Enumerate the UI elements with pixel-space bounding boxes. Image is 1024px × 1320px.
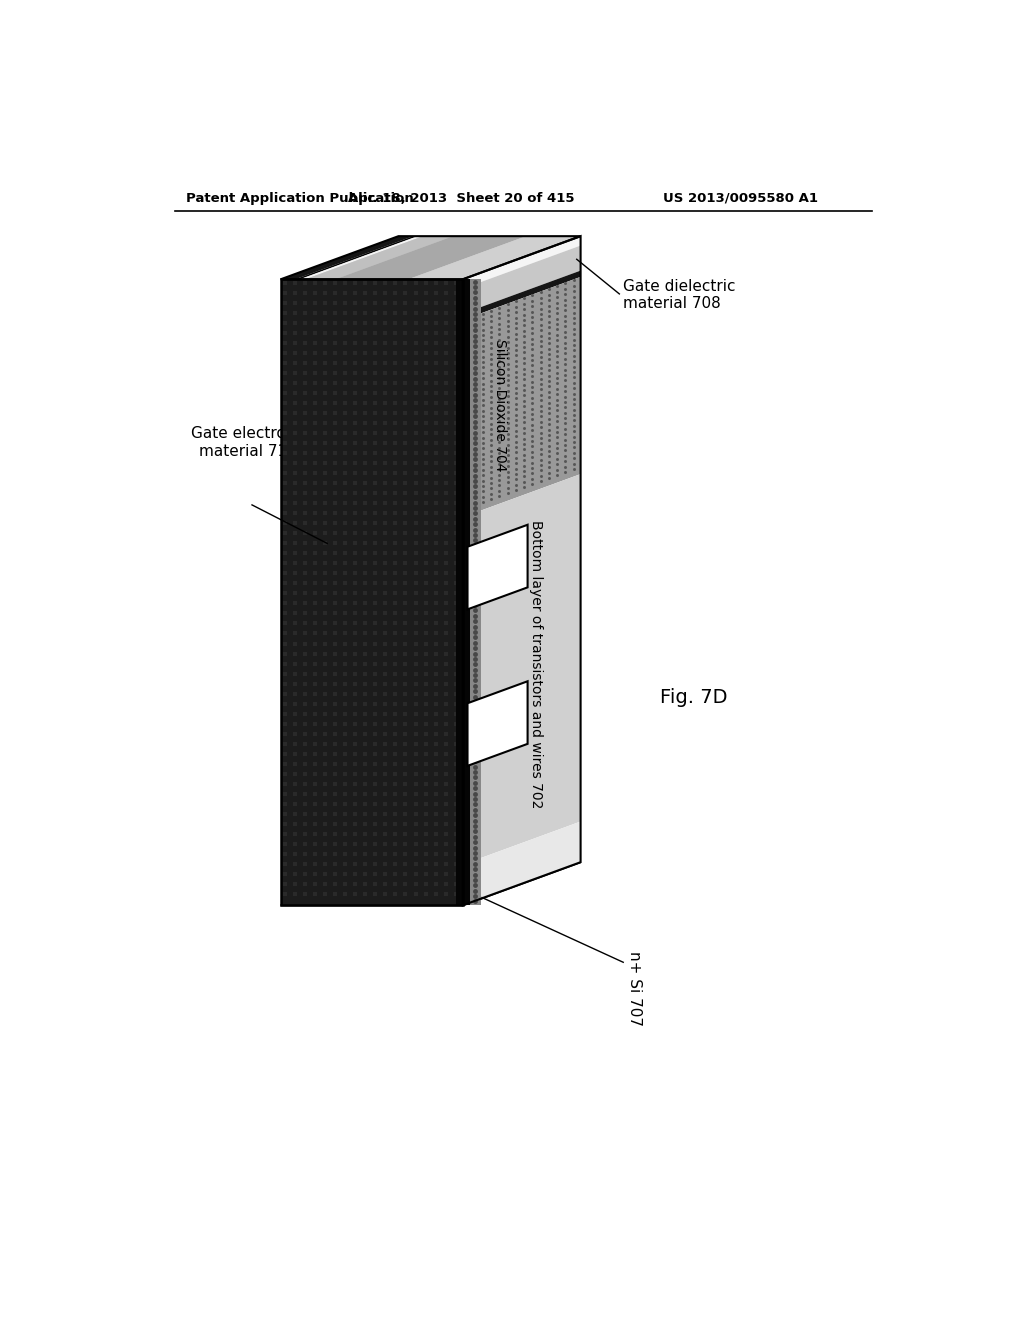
Polygon shape (463, 246, 581, 314)
Polygon shape (335, 236, 526, 280)
Polygon shape (409, 236, 581, 280)
Polygon shape (281, 236, 581, 280)
Polygon shape (463, 271, 581, 319)
Polygon shape (468, 525, 527, 610)
Polygon shape (463, 474, 581, 865)
Polygon shape (295, 236, 418, 280)
Polygon shape (281, 862, 581, 906)
Bar (470, 280, 480, 906)
Polygon shape (300, 236, 423, 280)
Text: n+ Si 707: n+ Si 707 (627, 950, 642, 1026)
Polygon shape (281, 280, 463, 906)
Text: Fig. 7D: Fig. 7D (660, 688, 727, 708)
Polygon shape (305, 236, 453, 280)
Text: Gate electrode
material 710: Gate electrode material 710 (191, 426, 305, 459)
Text: Patent Application Publication: Patent Application Publication (186, 191, 414, 205)
Text: Silicon Dioxide 704: Silicon Dioxide 704 (494, 338, 508, 471)
Polygon shape (463, 821, 581, 906)
Text: Gate dielectric
material 708: Gate dielectric material 708 (624, 279, 735, 312)
Polygon shape (463, 236, 581, 289)
Text: Bottom layer of transistors and wires 702: Bottom layer of transistors and wires 70… (528, 520, 543, 808)
Text: US 2013/0095580 A1: US 2013/0095580 A1 (663, 191, 818, 205)
Text: Apr. 18, 2013  Sheet 20 of 415: Apr. 18, 2013 Sheet 20 of 415 (348, 191, 574, 205)
Bar (456, 280, 470, 906)
Polygon shape (463, 277, 581, 517)
Polygon shape (281, 236, 413, 280)
Polygon shape (468, 681, 527, 766)
